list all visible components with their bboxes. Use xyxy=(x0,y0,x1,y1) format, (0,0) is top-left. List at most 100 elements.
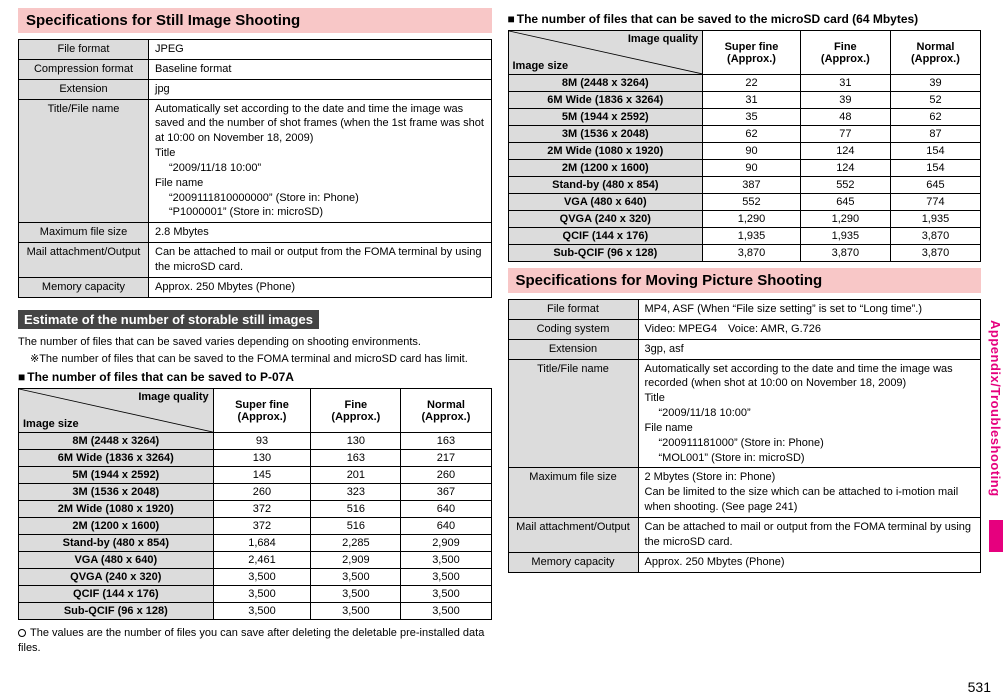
footnote: The values are the number of files you c… xyxy=(18,626,492,655)
row-header: 8M (2448 x 3264) xyxy=(19,433,214,450)
table-row: VGA (480 x 640)2,4612,9093,500 xyxy=(19,552,492,569)
left-column: Specifications for Still Image Shooting … xyxy=(18,8,492,657)
capacity-value: 372 xyxy=(213,501,311,518)
spec-value: 2.8 Mbytes xyxy=(149,223,492,243)
capacity-value: 367 xyxy=(401,484,491,501)
table-row: VGA (480 x 640)552645774 xyxy=(508,194,981,211)
spec-value: Approx. 250 Mbytes (Phone) xyxy=(638,552,981,572)
table-row: 2M (1200 x 1600)372516640 xyxy=(19,518,492,535)
movie-spec-table: File formatMP4, ASF (When “File size set… xyxy=(508,299,982,573)
row-header: 6M Wide (1836 x 3264) xyxy=(508,92,703,109)
spec-value: Automatically set according to the date … xyxy=(149,99,492,223)
spec-label: Extension xyxy=(508,339,638,359)
spec-label: Compression format xyxy=(19,59,149,79)
capacity-value: 39 xyxy=(890,75,980,92)
side-tab-label: Appendix/Troubleshooting xyxy=(988,320,1003,497)
spec-value: Baseline format xyxy=(149,59,492,79)
row-header: Sub-QCIF (96 x 128) xyxy=(508,245,703,262)
capacity-value: 387 xyxy=(703,177,801,194)
corner-cell: Image qualityImage size xyxy=(19,389,214,433)
bullet-icon xyxy=(18,629,26,637)
spec-label: File format xyxy=(508,300,638,320)
capacity-value: 130 xyxy=(213,450,311,467)
row-header: Sub-QCIF (96 x 128) xyxy=(19,603,214,620)
capacity-value: 154 xyxy=(890,143,980,160)
capacity-value: 2,909 xyxy=(311,552,401,569)
row-header: VGA (480 x 640) xyxy=(19,552,214,569)
capacity-value: 31 xyxy=(703,92,801,109)
table-row: File formatJPEG xyxy=(19,40,492,60)
capacity-value: 3,500 xyxy=(311,603,401,620)
capacity-value: 3,870 xyxy=(890,245,980,262)
spec-value: MP4, ASF (When “File size setting” is se… xyxy=(638,300,981,320)
spec-label: Title/File name xyxy=(508,359,638,468)
table-row: 6M Wide (1836 x 3264)313952 xyxy=(508,92,981,109)
right-column: The number of files that can be saved to… xyxy=(508,8,982,657)
spec-value: 2 Mbytes (Store in: Phone)Can be limited… xyxy=(638,468,981,518)
estimate-text: The number of files that can be saved va… xyxy=(18,335,492,350)
spec-label: Mail attachment/Output xyxy=(508,517,638,552)
row-header: 2M Wide (1080 x 1920) xyxy=(19,501,214,518)
capacity-value: 217 xyxy=(401,450,491,467)
table-header-row: Image qualityImage sizeSuper fine(Approx… xyxy=(508,31,981,75)
capacity-value: 2,461 xyxy=(213,552,311,569)
capacity-value: 201 xyxy=(311,467,401,484)
row-header: QVGA (240 x 320) xyxy=(508,211,703,228)
page-number: 531 xyxy=(968,679,991,695)
table-row: Maximum file size2 Mbytes (Store in: Pho… xyxy=(508,468,981,518)
spec-value: Approx. 250 Mbytes (Phone) xyxy=(149,277,492,297)
column-header: Super fine(Approx.) xyxy=(703,31,801,75)
row-header: QCIF (144 x 176) xyxy=(19,586,214,603)
capacity-value: 39 xyxy=(800,92,890,109)
table-row: QVGA (240 x 320)3,5003,5003,500 xyxy=(19,569,492,586)
row-header: QVGA (240 x 320) xyxy=(19,569,214,586)
capacity-value: 3,500 xyxy=(401,552,491,569)
table-row: 2M Wide (1080 x 1920)372516640 xyxy=(19,501,492,518)
capacity-value: 87 xyxy=(890,126,980,143)
capacity-value: 1,935 xyxy=(703,228,801,245)
table-row: Title/File nameAutomatically set accordi… xyxy=(508,359,981,468)
spec-value: JPEG xyxy=(149,40,492,60)
table-row: Extension3gp, asf xyxy=(508,339,981,359)
table-row: 2M (1200 x 1600)90124154 xyxy=(508,160,981,177)
capacity-value: 62 xyxy=(890,109,980,126)
column-header: Fine(Approx.) xyxy=(800,31,890,75)
capacity-value: 1,684 xyxy=(213,535,311,552)
spec-value: 3gp, asf xyxy=(638,339,981,359)
capacity-value: 3,500 xyxy=(311,569,401,586)
table-row: 6M Wide (1836 x 3264)130163217 xyxy=(19,450,492,467)
capacity-value: 3,500 xyxy=(311,586,401,603)
capacity-value: 52 xyxy=(890,92,980,109)
spec-label: Extension xyxy=(19,79,149,99)
table-row: Coding systemVideo: MPEG4 Voice: AMR, G.… xyxy=(508,319,981,339)
table-row: 3M (1536 x 2048)627787 xyxy=(508,126,981,143)
table-row: Sub-QCIF (96 x 128)3,8703,8703,870 xyxy=(508,245,981,262)
capacity-value: 3,870 xyxy=(800,245,890,262)
table-row: QVGA (240 x 320)1,2901,2901,935 xyxy=(508,211,981,228)
capacity-value: 3,500 xyxy=(401,569,491,586)
estimate-note: ※The number of files that can be saved t… xyxy=(30,352,492,367)
spec-value: Automatically set according to the date … xyxy=(638,359,981,468)
spec-label: Mail attachment/Output xyxy=(19,243,149,278)
table-row: Stand-by (480 x 854)1,6842,2852,909 xyxy=(19,535,492,552)
table-row: Stand-by (480 x 854)387552645 xyxy=(508,177,981,194)
table-row: QCIF (144 x 176)3,5003,5003,500 xyxy=(19,586,492,603)
capacity-value: 90 xyxy=(703,143,801,160)
table-row: 8M (2448 x 3264)223139 xyxy=(508,75,981,92)
column-header: Normal(Approx.) xyxy=(401,389,491,433)
capacity-value: 3,870 xyxy=(890,228,980,245)
capacity-value: 372 xyxy=(213,518,311,535)
capacity-value: 62 xyxy=(703,126,801,143)
sd-capacity-table: Image qualityImage sizeSuper fine(Approx… xyxy=(508,30,982,262)
capacity-value: 3,500 xyxy=(401,603,491,620)
table-row: 2M Wide (1080 x 1920)90124154 xyxy=(508,143,981,160)
corner-cell: Image qualityImage size xyxy=(508,31,703,75)
spec-label: Maximum file size xyxy=(508,468,638,518)
spec-label: File format xyxy=(19,40,149,60)
column-header: Fine(Approx.) xyxy=(311,389,401,433)
row-header: Stand-by (480 x 854) xyxy=(19,535,214,552)
capacity-value: 3,500 xyxy=(401,586,491,603)
p07a-capacity-table: Image qualityImage sizeSuper fine(Approx… xyxy=(18,388,492,620)
capacity-value: 1,290 xyxy=(703,211,801,228)
row-header: QCIF (144 x 176) xyxy=(508,228,703,245)
